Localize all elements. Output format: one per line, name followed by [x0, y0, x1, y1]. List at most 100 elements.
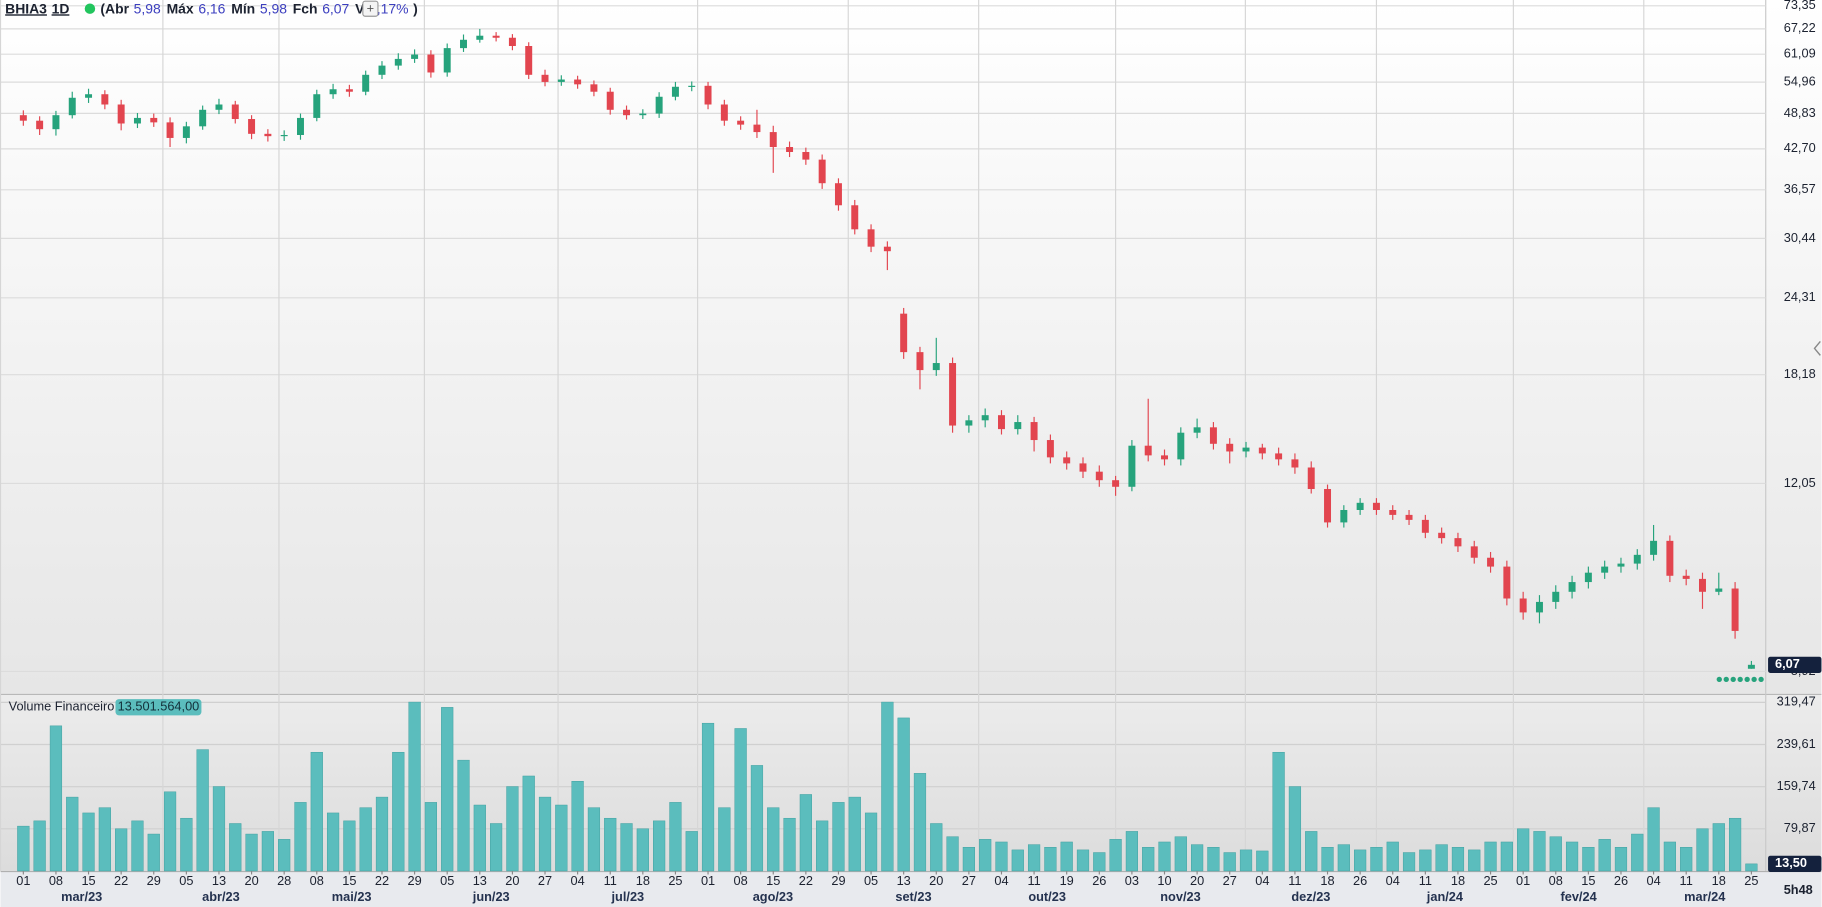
- volume-bar: [864, 812, 878, 872]
- candle-body: [1340, 509, 1348, 523]
- volume-bar: [49, 725, 63, 872]
- candle-body: [19, 115, 27, 121]
- field-value: 1,17%: [369, 0, 408, 16]
- volume-bar: [718, 807, 731, 872]
- x-tick-label: 22: [114, 873, 128, 888]
- volume-bar: [1223, 852, 1236, 872]
- x-tick-label: 25: [1483, 873, 1497, 888]
- candle-body: [590, 84, 598, 92]
- x-tick-label: 27: [538, 873, 552, 888]
- volume-bar: [1647, 807, 1660, 872]
- x-tick-label: 26: [1614, 873, 1628, 888]
- candle-body: [900, 313, 908, 353]
- x-tick-label: 13: [212, 873, 226, 888]
- candle-body: [737, 120, 745, 125]
- candle-body: [150, 117, 158, 123]
- volume-bar: [245, 833, 258, 872]
- candle-body: [688, 85, 696, 87]
- y2-tick-label: 319,47: [1777, 694, 1816, 709]
- volume-bar: [1468, 849, 1481, 872]
- x-tick-label: 08: [310, 873, 324, 888]
- volume-bar: [66, 796, 79, 872]
- volume-bar: [457, 759, 470, 872]
- candle-body: [378, 65, 386, 75]
- x-tick-label: 10: [1157, 873, 1171, 888]
- candle-body: [834, 183, 842, 206]
- month-label: abr/23: [202, 889, 240, 904]
- candle-body: [166, 122, 174, 138]
- y2-tick-label: 239,61: [1777, 736, 1816, 751]
- add-indicator-button[interactable]: [362, 0, 379, 17]
- volume-bar: [767, 807, 780, 872]
- volume-bar: [375, 796, 389, 872]
- volume-bar: [783, 817, 796, 872]
- candle-body: [476, 35, 484, 40]
- volume-bar: [1728, 817, 1742, 872]
- candle-body: [1128, 445, 1136, 487]
- volume-bar: [799, 794, 812, 872]
- x-tick-label: 15: [81, 873, 95, 888]
- x-tick-label: 05: [179, 873, 193, 888]
- y-tick-label: 48,83: [1784, 105, 1816, 120]
- y2-tick-label: 159,74: [1777, 778, 1816, 793]
- candle-body: [1666, 540, 1674, 576]
- x-tick-label: 26: [1353, 873, 1367, 888]
- y-tick-label: 73,35: [1784, 0, 1816, 12]
- x-tick-label: 01: [701, 873, 715, 888]
- candle-body: [133, 117, 141, 124]
- y-tick-label: 54,96: [1784, 73, 1816, 88]
- x-tick-label: 03: [1125, 873, 1139, 888]
- volume-bar: [1712, 823, 1725, 872]
- x-tick-label: 08: [49, 873, 63, 888]
- candle-body: [1405, 514, 1413, 520]
- volume-bar: [392, 751, 405, 872]
- candle-body: [182, 126, 190, 138]
- price-marker-badge: [1768, 656, 1822, 673]
- status-dot: [84, 3, 96, 14]
- candle-body: [1715, 588, 1723, 592]
- candle-body: [981, 415, 989, 421]
- candle-body: [362, 74, 370, 92]
- field-value: 6,07: [322, 0, 349, 16]
- volume-bar: [1142, 847, 1155, 872]
- interval: 1D: [52, 0, 70, 16]
- x-tick-label: 27: [1223, 873, 1237, 888]
- volume-bar: [294, 802, 307, 872]
- x-tick-label: 01: [16, 873, 30, 888]
- volume-marker: 13,50: [1775, 855, 1807, 870]
- volume-value-badge: [115, 699, 202, 716]
- add-indicator-label[interactable]: +: [367, 1, 374, 16]
- volume-bar: [1044, 847, 1057, 872]
- candle-body: [786, 147, 794, 152]
- candle-body: [68, 97, 76, 116]
- volume-bar: [98, 807, 111, 872]
- candle-body: [394, 58, 402, 66]
- field-label: Abr: [105, 0, 130, 16]
- x-tick-label: 15: [1581, 873, 1595, 888]
- candle-body: [623, 109, 631, 116]
- volume-bar: [522, 775, 535, 872]
- month-label: jun/23: [472, 889, 510, 904]
- volume-bar: [310, 751, 323, 872]
- candle-body: [1682, 575, 1690, 579]
- candle-body: [1144, 445, 1152, 456]
- candle-body: [1324, 489, 1332, 523]
- collapse-handle[interactable]: [1813, 340, 1821, 356]
- x-tick-label: 01: [1516, 873, 1530, 888]
- volume-bar: [1191, 844, 1204, 872]
- volume-title: Volume Financeiro: [9, 699, 115, 714]
- volume-bar: [115, 828, 128, 872]
- volume-bar: [930, 823, 943, 872]
- x-tick-label: 26: [1092, 873, 1106, 888]
- candle-body: [949, 363, 957, 426]
- x-tick-label: 11: [604, 873, 617, 888]
- candle-body: [606, 91, 614, 110]
- candle-body: [1650, 540, 1658, 555]
- month-label: mar/24: [1684, 889, 1726, 904]
- candle-body: [460, 39, 467, 49]
- volume-bar: [1484, 841, 1497, 872]
- candle-body: [851, 205, 859, 230]
- field-label: Mín: [231, 0, 255, 16]
- y-tick-label: 36,57: [1784, 181, 1816, 196]
